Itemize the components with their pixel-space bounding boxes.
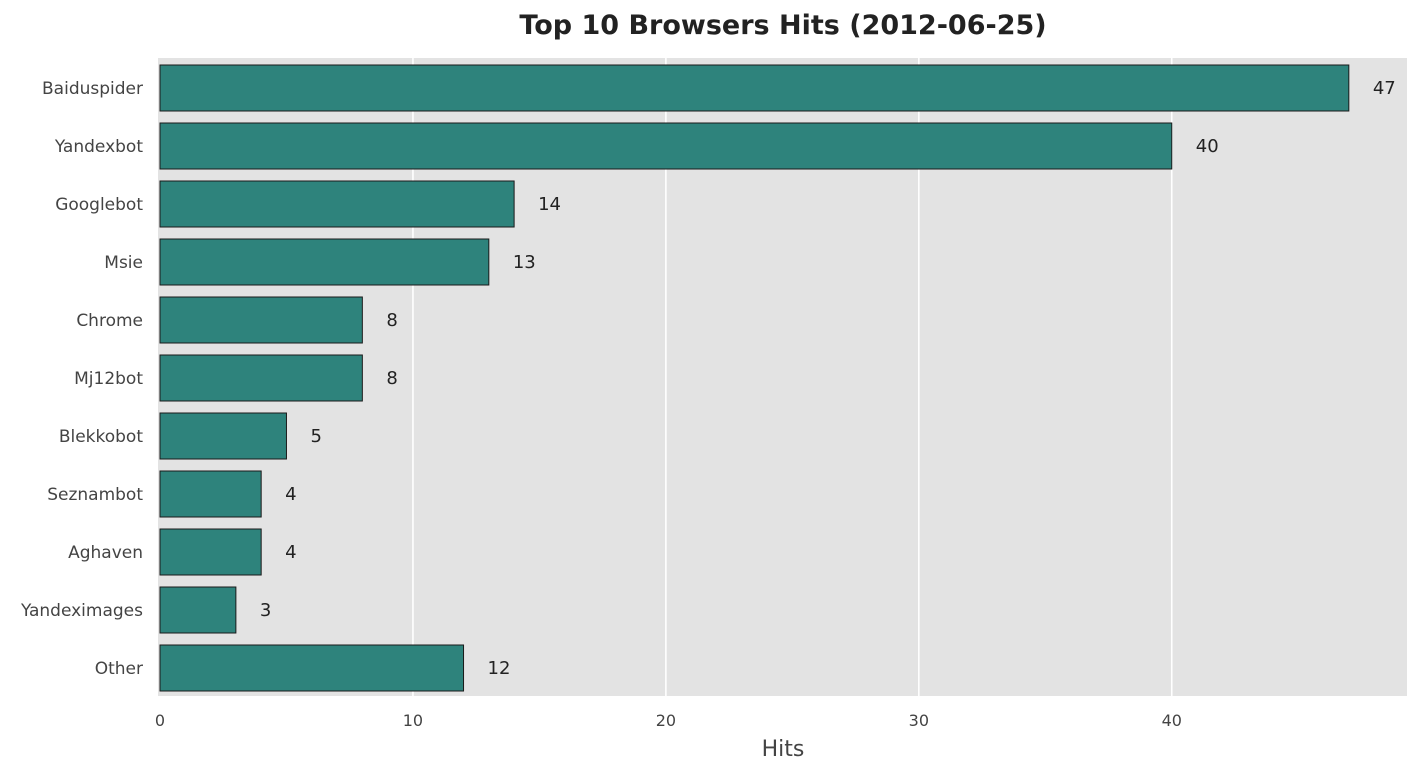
- data-label: 8: [386, 368, 397, 389]
- chart-title: Top 10 Browsers Hits (2012-06-25): [519, 10, 1046, 41]
- y-tick-label: Blekkobot: [59, 427, 144, 447]
- y-tick-label: Chrome: [76, 311, 143, 331]
- y-tick-labels: Baiduspider Yandexbot Googlebot Msie Chrome M…: [20, 79, 143, 679]
- bar-mj12bot: [159, 354, 363, 402]
- bar-seznambot: [159, 470, 262, 518]
- data-label: 4: [285, 542, 296, 563]
- data-label: 5: [310, 426, 321, 447]
- bar-other: [159, 644, 465, 692]
- y-tick-label: Baiduspider: [42, 79, 143, 99]
- data-label: 4: [285, 484, 296, 505]
- x-tick-labels: 0 10 20 30 40: [155, 711, 1182, 730]
- y-tick-label: Yandexbot: [54, 137, 143, 157]
- data-label: 40: [1196, 136, 1219, 157]
- bar-blekkobot: [159, 412, 287, 460]
- x-tick-label: 30: [909, 711, 929, 730]
- data-label: 3: [260, 600, 271, 621]
- bar-aghaven: [159, 528, 262, 576]
- y-tick-label: Aghaven: [68, 543, 143, 563]
- y-tick-label: Seznambot: [47, 485, 143, 505]
- x-tick-label: 10: [403, 711, 423, 730]
- y-tick-label: Mj12bot: [74, 369, 143, 389]
- data-labels: 47 40 14 13 8 8 5 4 4 3 12: [260, 78, 1396, 679]
- bar-baiduspider: [159, 64, 1350, 112]
- bar-msie: [159, 238, 490, 286]
- y-tick-label: Other: [95, 659, 143, 679]
- y-tick-label: Googlebot: [55, 195, 143, 215]
- data-label: 14: [538, 194, 561, 215]
- x-tick-label: 0: [155, 711, 165, 730]
- x-tick-label: 20: [656, 711, 676, 730]
- x-tick-label: 40: [1162, 711, 1182, 730]
- bar-yandexbot: [159, 122, 1173, 170]
- bar-yandeximages: [159, 586, 237, 634]
- data-label: 47: [1373, 78, 1396, 99]
- data-label: 12: [488, 658, 511, 679]
- bar-chrome: [159, 296, 363, 344]
- data-label: 8: [386, 310, 397, 331]
- y-tick-label: Msie: [104, 253, 143, 273]
- data-label: 13: [513, 252, 536, 273]
- bars-group: [159, 64, 1350, 692]
- x-axis-label: Hits: [762, 737, 805, 762]
- bar-googlebot: [159, 180, 515, 228]
- y-tick-label: Yandeximages: [20, 601, 143, 621]
